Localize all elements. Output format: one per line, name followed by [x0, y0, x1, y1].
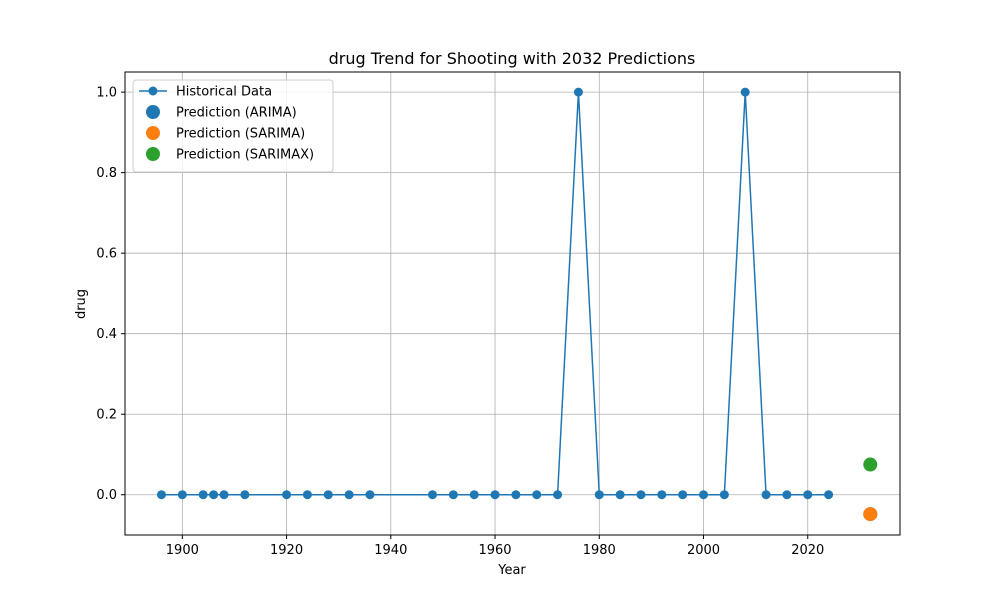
legend-marker-swatch — [146, 126, 160, 140]
y-tick-label: 0.4 — [96, 327, 117, 342]
chart-title: drug Trend for Shooting with 2032 Predic… — [329, 49, 696, 68]
legend-label: Prediction (SARIMAX) — [176, 148, 314, 163]
x-tick-label: 1940 — [374, 543, 407, 558]
historical-data-point — [803, 490, 813, 500]
historical-data-point — [782, 490, 792, 500]
y-axis-label: drug — [74, 289, 89, 319]
historical-data-point — [699, 490, 709, 500]
legend-box — [132, 79, 334, 173]
historical-data-point — [344, 490, 354, 500]
historical-data-point — [490, 490, 500, 500]
historical-data-point — [511, 490, 521, 500]
historical-data-point — [240, 490, 250, 500]
historical-data-point — [427, 490, 437, 500]
x-tick-label: 2020 — [791, 543, 824, 558]
historical-data-point — [573, 87, 583, 97]
historical-data-point — [594, 490, 604, 500]
historical-data-point — [365, 490, 375, 500]
legend: Historical Data Prediction (ARIMA) Predict… — [132, 79, 334, 173]
x-tick-label: 1960 — [478, 543, 511, 558]
x-tick-label: 1980 — [583, 543, 616, 558]
y-tick-label: 0.6 — [96, 247, 117, 262]
y-tick-label: 0.2 — [96, 408, 117, 423]
historical-data-point — [177, 490, 187, 500]
y-tick-label: 0.8 — [96, 166, 117, 181]
historical-data-point — [198, 490, 208, 500]
prediction-sarima-point — [863, 507, 878, 522]
historical-data-point — [469, 490, 479, 500]
x-tick-label: 2000 — [687, 543, 720, 558]
historical-data-point — [824, 490, 834, 500]
historical-data-point — [282, 490, 292, 500]
axes: 1900 1920 1940 1960 1980 2000 2020 0.0 0.2 0.4 0.6… — [96, 86, 824, 558]
historical-data-point — [740, 87, 750, 97]
historical-data-point — [636, 490, 646, 500]
legend-label: Prediction (SARIMA) — [176, 127, 305, 142]
historical-data-point — [657, 490, 667, 500]
x-tick-label: 1920 — [270, 543, 303, 558]
legend-label: Prediction (ARIMA) — [176, 106, 297, 121]
prediction-sarimax-point — [863, 457, 878, 472]
legend-marker-swatch — [148, 86, 158, 96]
historical-data-point — [323, 490, 333, 500]
historical-data-point — [553, 490, 563, 500]
legend-marker-swatch — [146, 105, 160, 119]
historical-data-point — [448, 490, 458, 500]
plot-area-frame — [124, 71, 901, 536]
y-tick-label: 1.0 — [96, 86, 117, 101]
historical-data-point — [219, 490, 229, 500]
historical-data-point — [302, 490, 312, 500]
x-axis-label: Year — [497, 563, 526, 578]
historical-data-point — [719, 490, 729, 500]
historical-data-point — [761, 490, 771, 500]
historical-data-point — [156, 490, 166, 500]
y-tick-label: 0.0 — [96, 488, 117, 503]
legend-label: Historical Data — [176, 85, 272, 100]
x-tick-label: 1900 — [166, 543, 199, 558]
historical-data-point — [678, 490, 688, 500]
historical-data-point — [615, 490, 625, 500]
historical-data-point — [532, 490, 542, 500]
plot-series — [156, 87, 878, 522]
legend-marker-swatch — [146, 147, 160, 161]
historical-data-point — [209, 490, 219, 500]
